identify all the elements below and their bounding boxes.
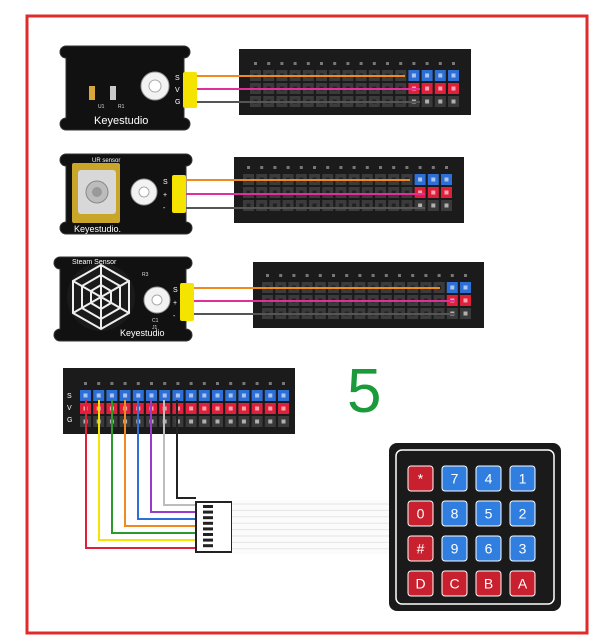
pin-header — [183, 72, 197, 108]
keypad-key: 3 — [509, 535, 536, 562]
step-number: 5 — [347, 357, 381, 426]
keypad-key: 9 — [441, 535, 468, 562]
chip-label: R1 — [118, 104, 125, 110]
keypad-key: A — [509, 570, 536, 597]
chip-label: C1 — [152, 318, 159, 324]
keypad-key-label: 9 — [451, 541, 459, 557]
pin-label: - — [163, 205, 166, 212]
keypad-key-label: 3 — [519, 541, 527, 557]
keypad-wires — [85, 400, 196, 549]
keypad-key-label: 2 — [519, 506, 527, 522]
connector-pin — [203, 538, 213, 542]
ur-sensor-module: UR sensor Keyestudio. S + - — [59, 153, 193, 235]
keypad-key-label: 4 — [485, 471, 493, 487]
keypad-key: 1 — [509, 465, 536, 492]
keypad-key-label: * — [418, 471, 424, 487]
keypad-key: D — [407, 570, 434, 597]
pin-label: G — [175, 99, 180, 106]
chip-label: U1 — [98, 104, 105, 110]
connector-pin — [203, 521, 213, 525]
pin-label: + — [173, 300, 177, 307]
module-title: UR sensor — [92, 158, 120, 164]
keypad-key: B — [475, 570, 502, 597]
expansion-board-2 — [234, 157, 464, 223]
connector-pin — [203, 516, 213, 520]
pin-label: - — [173, 313, 176, 320]
keypad-key-label: 7 — [451, 471, 459, 487]
keypad-key: * — [407, 465, 434, 492]
keypad-key-label: 6 — [485, 541, 493, 557]
keypad-key-label: 1 — [519, 471, 527, 487]
keypad-key-label: 5 — [485, 506, 493, 522]
pin-header — [180, 283, 194, 321]
keypad-key-label: D — [415, 576, 425, 592]
steam-sensing-pad — [67, 263, 135, 331]
wires-1 — [197, 75, 420, 103]
keypad-key-label: # — [417, 541, 425, 557]
module-brand: Keyestudio — [120, 328, 165, 338]
keypad-key: 4 — [475, 465, 502, 492]
diagram-border — [25, 14, 589, 635]
pin-label: S — [175, 75, 180, 82]
ribbon-cable — [232, 500, 392, 554]
keypad-key: 2 — [509, 500, 536, 527]
keypad-key-label: 8 — [451, 506, 459, 522]
keypad-key: 0 — [407, 500, 434, 527]
chip-label: R3 — [142, 272, 149, 278]
keypad-key: 5 — [475, 500, 502, 527]
connector-pin — [203, 533, 213, 536]
expansion-board-4: S V G — [63, 368, 295, 434]
connector-pin — [203, 544, 213, 548]
membrane-keypad: * 7 4 1 0 8 5 2 # 9 6 3 D C B A — [389, 443, 561, 611]
wires-3 — [194, 287, 455, 315]
header-label: G — [67, 417, 72, 424]
keypad-key-label: 0 — [417, 506, 425, 522]
pin-label: S — [173, 287, 178, 294]
chip-label: J1 — [152, 325, 158, 331]
keypad-key-label: B — [484, 576, 493, 592]
connector-pin — [203, 510, 213, 514]
pin-label: S — [163, 179, 168, 186]
steam-sensor-module: Steam Sensor R3 C1 J1 Keyestudio S + - — [53, 256, 194, 342]
keypad-key: 6 — [475, 535, 502, 562]
keypad-key-label: C — [449, 576, 459, 592]
light-sensor-module: U1 R1 Keyestudio S V G — [59, 45, 197, 131]
wires-2 — [186, 179, 425, 209]
keypad-key: # — [407, 535, 434, 562]
chip-u1 — [89, 86, 95, 100]
pin-header — [172, 175, 186, 213]
keypad-key: 8 — [441, 500, 468, 527]
module-brand: Keyestudio. — [74, 224, 121, 234]
connector-pin — [203, 527, 213, 531]
header-label: S — [67, 393, 72, 400]
keypad-key: C — [441, 570, 468, 597]
pin-label: + — [163, 192, 167, 199]
keypad-key-label: A — [518, 576, 528, 592]
expansion-board-3 — [253, 262, 484, 328]
pin-label: V — [175, 87, 180, 94]
chip-r1 — [110, 86, 116, 100]
ribbon-connector — [195, 501, 233, 553]
header-label: V — [67, 405, 72, 412]
module-brand: Keyestudio — [94, 115, 148, 127]
keypad-key: 7 — [441, 465, 468, 492]
module-title: Steam Sensor — [72, 259, 117, 266]
expansion-board-1 — [239, 49, 471, 115]
connector-pin — [203, 505, 213, 508]
